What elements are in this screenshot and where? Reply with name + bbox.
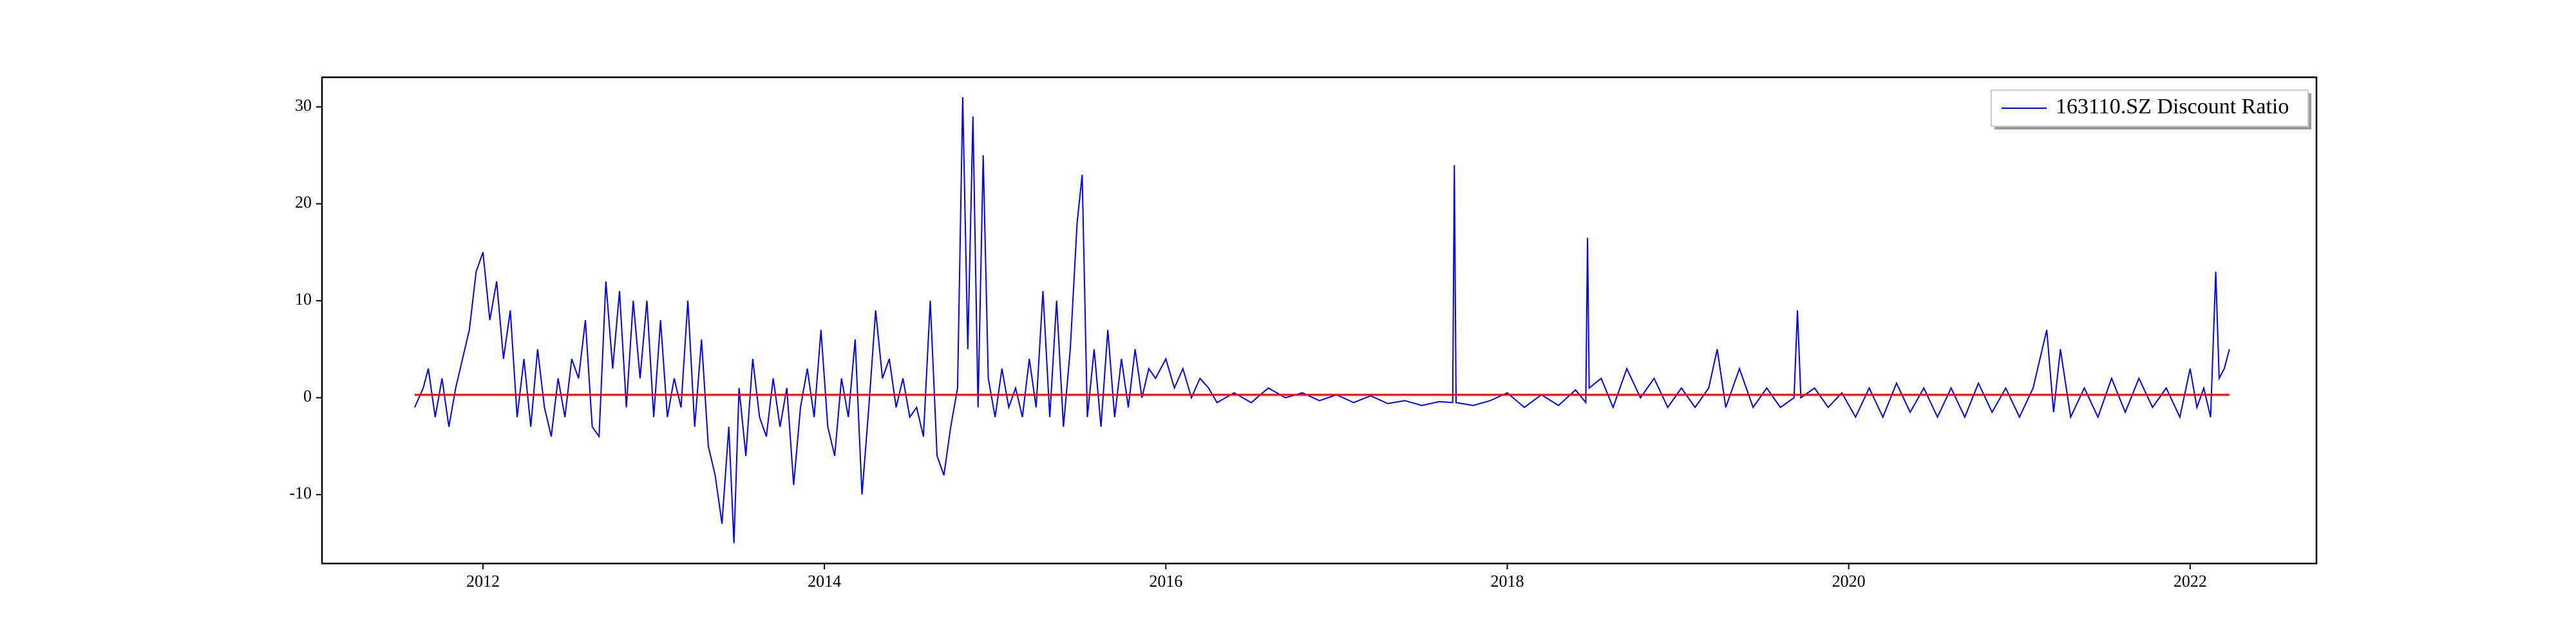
x-tick-label: 2012 <box>466 572 500 591</box>
x-tick-label: 2022 <box>2174 572 2207 591</box>
x-tick-label: 2018 <box>1490 572 1524 591</box>
x-tick-label: 2020 <box>1832 572 1866 591</box>
x-tick-label: 2016 <box>1149 572 1182 591</box>
y-tick-label: -10 <box>289 484 312 502</box>
y-tick-label: 0 <box>303 387 312 406</box>
y-tick-label: 20 <box>295 193 312 211</box>
x-tick-label: 2014 <box>808 572 841 591</box>
plot-frame <box>321 76 2318 565</box>
legend-label: 163110.SZ Discount Ratio <box>2056 95 2289 118</box>
y-tick-label: 10 <box>295 290 312 308</box>
y-tick-label: 30 <box>295 96 312 115</box>
data-line <box>413 97 2230 544</box>
